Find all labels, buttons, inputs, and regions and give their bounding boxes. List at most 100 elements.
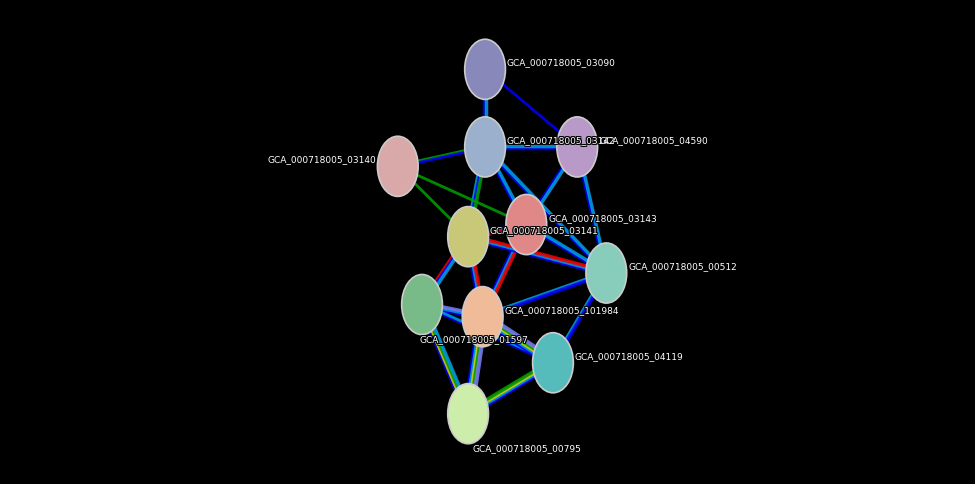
Text: GCA_000718005_04119: GCA_000718005_04119 — [576, 350, 684, 359]
Text: GCA_000718005_04590: GCA_000718005_04590 — [598, 136, 707, 145]
Text: GCA_000718005_03143: GCA_000718005_03143 — [549, 212, 658, 221]
Text: GCA_000718005_00512: GCA_000718005_00512 — [629, 261, 738, 270]
Text: GCA_000718005_00512: GCA_000718005_00512 — [628, 262, 737, 271]
Text: GCA_000718005_03090: GCA_000718005_03090 — [507, 60, 616, 68]
Text: GCA_000718005_101984: GCA_000718005_101984 — [503, 305, 618, 314]
Text: GCA_000718005_03090: GCA_000718005_03090 — [506, 58, 615, 66]
Ellipse shape — [586, 243, 627, 303]
Ellipse shape — [462, 287, 503, 347]
Text: GCA_000718005_01597: GCA_000718005_01597 — [419, 334, 528, 343]
Ellipse shape — [377, 137, 418, 197]
Text: GCA_000718005_03090: GCA_000718005_03090 — [508, 60, 617, 68]
Text: GCA_000718005_03143: GCA_000718005_03143 — [549, 213, 658, 222]
Text: GCA_000718005_01597: GCA_000718005_01597 — [418, 334, 527, 343]
Text: GCA_000718005_101984: GCA_000718005_101984 — [504, 304, 619, 313]
Text: GCA_000718005_03140: GCA_000718005_03140 — [268, 156, 377, 165]
Text: GCA_000718005_04590: GCA_000718005_04590 — [600, 136, 709, 145]
Text: GCA_000718005_03090: GCA_000718005_03090 — [506, 60, 615, 68]
Text: GCA_000718005_00512: GCA_000718005_00512 — [627, 263, 736, 272]
Text: GCA_000718005_03143: GCA_000718005_03143 — [547, 213, 656, 222]
Text: GCA_000718005_04590: GCA_000718005_04590 — [599, 137, 708, 146]
Text: GCA_000718005_03142: GCA_000718005_03142 — [506, 137, 614, 146]
Text: GCA_000718005_03142: GCA_000718005_03142 — [507, 135, 615, 144]
Text: GCA_000718005_03142: GCA_000718005_03142 — [506, 136, 614, 145]
Text: GCA_000718005_03142: GCA_000718005_03142 — [507, 136, 615, 145]
Text: GCA_000718005_03141: GCA_000718005_03141 — [489, 227, 599, 235]
Ellipse shape — [465, 40, 505, 100]
Text: GCA_000718005_00512: GCA_000718005_00512 — [628, 263, 737, 272]
Text: GCA_000718005_03141: GCA_000718005_03141 — [488, 225, 598, 233]
Text: GCA_000718005_03143: GCA_000718005_03143 — [548, 214, 657, 223]
Text: GCA_000718005_03143: GCA_000718005_03143 — [548, 212, 657, 221]
Ellipse shape — [465, 118, 505, 178]
Text: GCA_000718005_01597: GCA_000718005_01597 — [420, 334, 529, 343]
Text: GCA_000718005_01597: GCA_000718005_01597 — [420, 333, 529, 342]
Text: GCA_000718005_00795: GCA_000718005_00795 — [473, 443, 582, 452]
Ellipse shape — [532, 333, 573, 393]
Text: GCA_000718005_03141: GCA_000718005_03141 — [488, 227, 598, 235]
Text: GCA_000718005_00795: GCA_000718005_00795 — [473, 444, 582, 453]
Text: GCA_000718005_03140: GCA_000718005_03140 — [266, 156, 375, 165]
Text: GCA_000718005_04119: GCA_000718005_04119 — [575, 352, 683, 361]
Text: GCA_000718005_04119: GCA_000718005_04119 — [576, 351, 684, 360]
Text: GCA_000718005_03141: GCA_000718005_03141 — [490, 227, 600, 235]
Text: GCA_000718005_03142: GCA_000718005_03142 — [507, 137, 615, 146]
Text: GCA_000718005_04119: GCA_000718005_04119 — [576, 352, 684, 361]
Text: GCA_000718005_04119: GCA_000718005_04119 — [574, 351, 682, 360]
Text: GCA_000718005_101984: GCA_000718005_101984 — [505, 305, 620, 314]
Text: GCA_000718005_04119: GCA_000718005_04119 — [574, 352, 682, 361]
Text: GCA_000718005_03140: GCA_000718005_03140 — [267, 155, 376, 164]
Text: GCA_000718005_04590: GCA_000718005_04590 — [598, 137, 707, 146]
Ellipse shape — [448, 384, 488, 444]
Text: GCA_000718005_01597: GCA_000718005_01597 — [420, 335, 529, 344]
Text: GCA_000718005_03143: GCA_000718005_03143 — [548, 213, 657, 222]
Text: GCA_000718005_00795: GCA_000718005_00795 — [472, 443, 581, 452]
Text: GCA_000718005_00512: GCA_000718005_00512 — [629, 262, 738, 271]
Text: GCA_000718005_03090: GCA_000718005_03090 — [506, 59, 615, 67]
Text: GCA_000718005_101984: GCA_000718005_101984 — [504, 305, 619, 314]
Text: GCA_000718005_00795: GCA_000718005_00795 — [473, 442, 582, 451]
Text: GCA_000718005_03090: GCA_000718005_03090 — [508, 59, 617, 67]
Text: GCA_000718005_03142: GCA_000718005_03142 — [508, 135, 616, 144]
Ellipse shape — [506, 195, 547, 255]
Text: GCA_000718005_03143: GCA_000718005_03143 — [549, 214, 658, 223]
Text: GCA_000718005_01597: GCA_000718005_01597 — [419, 335, 528, 344]
Text: GCA_000718005_101984: GCA_000718005_101984 — [505, 306, 620, 315]
Text: GCA_000718005_00795: GCA_000718005_00795 — [474, 443, 583, 452]
Text: GCA_000718005_101984: GCA_000718005_101984 — [504, 306, 619, 315]
Text: GCA_000718005_00512: GCA_000718005_00512 — [627, 261, 736, 270]
Text: GCA_000718005_03141: GCA_000718005_03141 — [490, 225, 600, 233]
Text: GCA_000718005_03140: GCA_000718005_03140 — [267, 156, 376, 165]
Text: GCA_000718005_03090: GCA_000718005_03090 — [507, 59, 616, 67]
Text: GCA_000718005_04590: GCA_000718005_04590 — [599, 135, 708, 144]
Text: GCA_000718005_03140: GCA_000718005_03140 — [268, 155, 377, 164]
Text: GCA_000718005_03142: GCA_000718005_03142 — [508, 136, 616, 145]
Text: GCA_000718005_00795: GCA_000718005_00795 — [474, 444, 583, 453]
Text: GCA_000718005_00512: GCA_000718005_00512 — [628, 261, 737, 270]
Text: GCA_000718005_03141: GCA_000718005_03141 — [488, 226, 598, 234]
Text: GCA_000718005_101984: GCA_000718005_101984 — [505, 304, 620, 313]
Ellipse shape — [448, 207, 488, 267]
Text: GCA_000718005_04119: GCA_000718005_04119 — [575, 350, 683, 359]
Text: GCA_000718005_04590: GCA_000718005_04590 — [600, 137, 709, 146]
Ellipse shape — [557, 118, 598, 178]
Text: GCA_000718005_04119: GCA_000718005_04119 — [575, 351, 683, 360]
Text: GCA_000718005_01597: GCA_000718005_01597 — [419, 333, 528, 342]
Text: GCA_000718005_00795: GCA_000718005_00795 — [474, 442, 583, 451]
Text: GCA_000718005_01597: GCA_000718005_01597 — [418, 335, 527, 344]
Ellipse shape — [402, 275, 443, 335]
Text: GCA_000718005_00512: GCA_000718005_00512 — [629, 263, 738, 272]
Text: GCA_000718005_00795: GCA_000718005_00795 — [472, 442, 581, 451]
Text: GCA_000718005_03140: GCA_000718005_03140 — [267, 154, 376, 163]
Text: GCA_000718005_03090: GCA_000718005_03090 — [508, 58, 617, 66]
Text: GCA_000718005_03141: GCA_000718005_03141 — [489, 225, 599, 233]
Text: GCA_000718005_101984: GCA_000718005_101984 — [503, 306, 618, 315]
Text: GCA_000718005_00512: GCA_000718005_00512 — [627, 262, 736, 271]
Text: GCA_000718005_01597: GCA_000718005_01597 — [418, 333, 527, 342]
Text: GCA_000718005_101984: GCA_000718005_101984 — [503, 304, 618, 313]
Text: GCA_000718005_03141: GCA_000718005_03141 — [489, 226, 599, 234]
Text: GCA_000718005_03140: GCA_000718005_03140 — [266, 154, 375, 163]
Text: GCA_000718005_03140: GCA_000718005_03140 — [266, 155, 375, 164]
Text: GCA_000718005_04119: GCA_000718005_04119 — [574, 350, 682, 359]
Text: GCA_000718005_03142: GCA_000718005_03142 — [508, 137, 616, 146]
